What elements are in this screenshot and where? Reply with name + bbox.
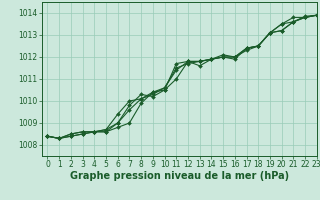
X-axis label: Graphe pression niveau de la mer (hPa): Graphe pression niveau de la mer (hPa)	[70, 171, 289, 181]
